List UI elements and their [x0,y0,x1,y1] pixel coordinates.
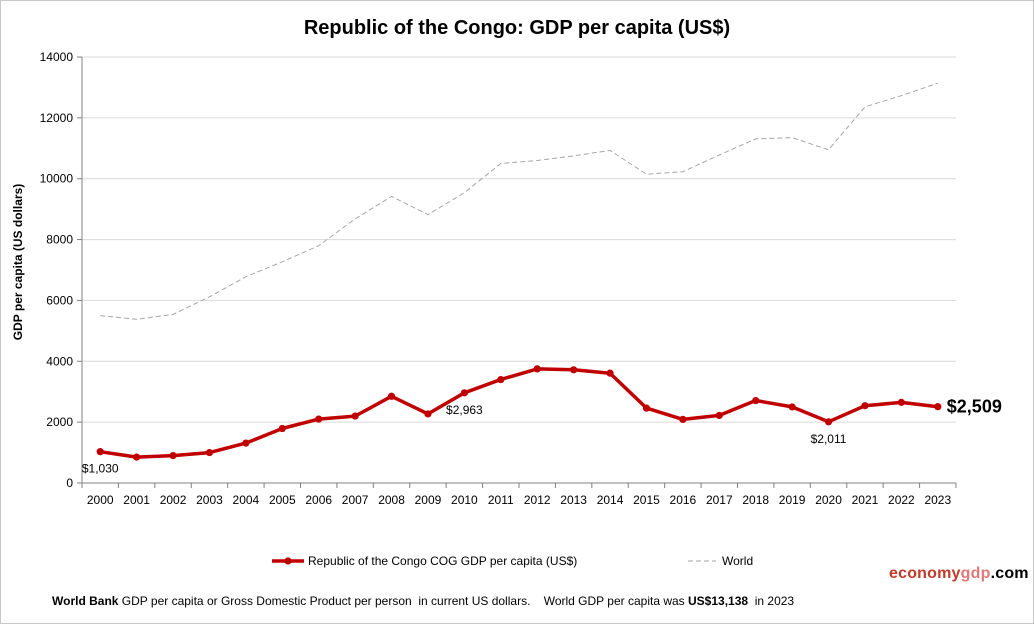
x-tick-label: 2004 [233,493,260,507]
x-tick-label: 2014 [597,493,624,507]
y-tick-label: 12000 [40,111,74,125]
footer-year: in 2023 [748,594,795,608]
data-point [133,453,141,461]
y-tick-label: 14000 [40,50,74,64]
footer-world-value: US$13,138 [688,594,749,608]
data-point [824,418,833,426]
gridlines [82,56,956,423]
y-tick-label: 10000 [40,172,74,186]
data-label: $1,030 [82,462,119,476]
legend-label: Republic of the Congo COG GDP per capita… [308,554,577,568]
data-point [715,411,723,420]
data-point [533,365,541,373]
x-tick-label: 2012 [524,493,551,507]
data-point [861,402,869,410]
data-point [96,448,104,456]
legend-label: World [722,554,753,568]
x-tick-label: 2023 [924,493,951,507]
series-line-congo [99,367,939,459]
chart-title: Republic of the Congo: GDP per capita (U… [304,17,730,39]
data-point [424,410,432,418]
x-tick-label: 2001 [123,493,150,507]
data-point [497,375,505,384]
x-tick-label: 2018 [742,493,769,507]
y-axis-label: GDP per capita (US dollars) [11,184,25,341]
x-tick-label: 2008 [378,493,405,507]
x-tick-label: 2020 [815,493,842,507]
x-tick-label: 2017 [706,493,733,507]
data-point [897,398,905,406]
x-tick-label: 2003 [196,493,223,507]
y-tick-label: 8000 [46,233,73,247]
data-point [387,392,396,400]
data-point [460,389,468,397]
x-tick-label: 2019 [779,493,806,507]
y-tick-label: 2000 [46,415,73,429]
brand-part-1: economy [889,565,961,582]
y-tick-label: 0 [66,476,73,490]
y-tick-labels: 0 2000 4000 6000 8000 10000 12000 14000 [40,50,74,490]
footer-text: GDP per capita or Gross Domestic Product… [118,594,689,608]
data-point [642,404,651,412]
x-tick-label: 2000 [87,493,114,507]
data-point [315,415,323,423]
data-point [679,415,687,424]
data-point [788,403,796,411]
data-label: $2,011 [811,432,847,446]
x-tick-label: 2011 [488,493,514,507]
series-line-world [100,82,938,320]
data-label-emphasis: $2,509 [947,397,1002,417]
x-tick-label: 2007 [342,493,369,507]
x-tick-label: 2013 [560,493,587,507]
brand-part-2: gdp [960,565,991,582]
data-point [242,439,250,447]
data-annotations: $1,030 $2,963 $2,011 $2,509 [82,397,1002,476]
data-point [752,396,760,405]
data-point [606,369,614,377]
x-tick-label: 2015 [633,493,660,507]
data-point [351,412,359,420]
x-tick-label: 2006 [305,493,332,507]
footer-source: World Bank [52,594,119,608]
data-point [934,403,942,411]
x-tick-label: 2016 [670,493,697,507]
x-tick-labels: 2000 2001 2002 2003 2004 2005 2006 2007 2008 2009… [87,493,952,507]
footer-note: World Bank GDP per capita or Gross Domes… [52,594,794,608]
data-point [570,366,578,374]
y-tick-label: 4000 [46,354,73,368]
series-lines [96,82,942,461]
x-tick-label: 2022 [888,493,915,507]
legend: Republic of the Congo COG GDP per capita… [272,554,753,568]
data-point [278,424,286,433]
axes [77,56,957,488]
x-tick-label: 2009 [415,493,442,507]
data-label: $2,963 [446,403,483,417]
y-tick-label: 6000 [46,293,73,307]
x-tick-label: 2021 [852,493,879,507]
legend-marker [284,557,292,565]
x-tick-label: 2002 [160,493,187,507]
brand-logo: economygdp.com [889,565,1029,583]
brand-part-3: .com [990,565,1029,582]
x-tick-label: 2005 [269,493,296,507]
x-tick-label: 2010 [451,493,478,507]
data-point [205,448,214,457]
data-point [169,452,177,460]
